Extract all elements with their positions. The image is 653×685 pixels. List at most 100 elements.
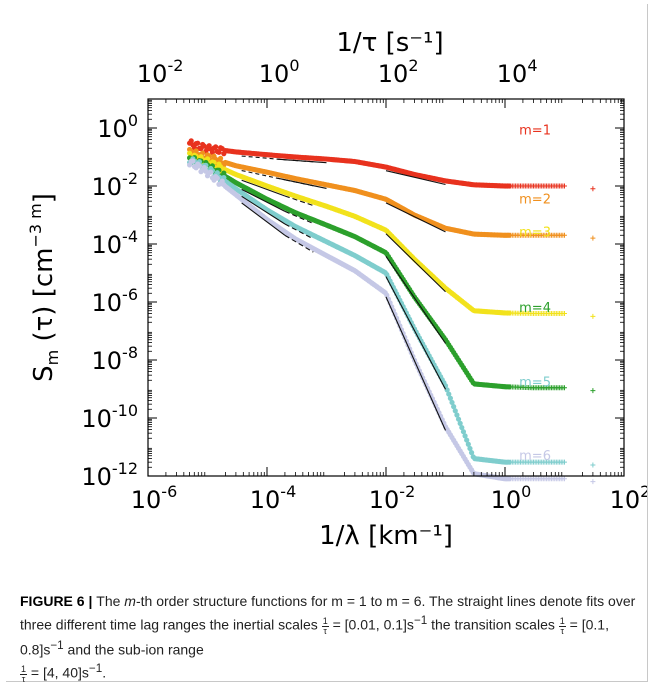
x-tick-label: 10-2	[369, 482, 416, 514]
fit-line	[241, 179, 286, 197]
data-marker	[590, 388, 596, 394]
figure-panel: 10-6 10-4 10-2 100 102 100 10-2 10-4 10-6 10-8 10-…	[6, 4, 648, 685]
data-marker	[590, 479, 596, 485]
fit-line	[284, 223, 314, 240]
data-point	[447, 395, 453, 401]
series-m=4	[186, 155, 596, 394]
y-tick-label: 10-8	[92, 343, 139, 375]
fit-line	[385, 256, 446, 344]
fit-line	[241, 195, 286, 225]
caption-text-2: -th order structure functions for m = 1 …	[20, 593, 636, 633]
y-tick-label: 10-10	[81, 401, 138, 433]
fit-line	[385, 296, 447, 431]
top-tick-label: 10-2	[137, 56, 184, 88]
figure-caption: FIGURE 6 | The m-th order structure func…	[20, 593, 636, 685]
data-point	[188, 138, 194, 144]
data-marker	[590, 235, 596, 241]
data-marker	[590, 462, 596, 468]
data-point	[460, 429, 467, 435]
data-point	[468, 450, 475, 456]
y-tick-label: 10-4	[92, 227, 139, 259]
top-axis-title: 1/τ [s⁻¹]	[336, 28, 443, 58]
x-tick-label: 10-6	[131, 482, 178, 514]
data-point	[217, 155, 224, 161]
data-point	[467, 445, 473, 452]
fit-line	[241, 202, 286, 236]
data-marker	[590, 186, 596, 192]
caption-range-subion: = [4, 40]s	[30, 665, 89, 682]
series-label-m=1: m=1	[519, 123, 551, 138]
fit-line	[277, 158, 327, 164]
series-label-m=5: m=5	[519, 376, 551, 391]
data-point	[216, 149, 222, 155]
data-point	[214, 175, 220, 181]
top-tick-label: 104	[497, 56, 538, 88]
y-axis-title: Sm (τ) [cm−3 m]	[26, 193, 62, 382]
plot-frame	[147, 98, 625, 477]
data-point	[459, 424, 465, 431]
fit-line	[284, 210, 314, 224]
data-point	[444, 387, 450, 393]
data-point	[462, 433, 468, 439]
data-marker	[562, 459, 567, 465]
fit-line	[284, 234, 314, 253]
fit-line	[277, 177, 327, 189]
data-point	[455, 416, 462, 422]
series-m=3	[186, 150, 596, 319]
fit-line	[385, 202, 446, 233]
caption-text-3: the transition scales	[427, 616, 559, 633]
data-point	[446, 391, 452, 397]
data-marker	[590, 313, 596, 319]
fit-line	[385, 170, 446, 186]
data-marker	[562, 232, 567, 238]
data-point	[454, 412, 460, 418]
fit-line	[385, 233, 446, 293]
caption-italic-m: m	[124, 593, 136, 609]
data-point	[196, 163, 202, 169]
caption-text-4: and the sub-ion range	[63, 641, 204, 658]
data-point	[213, 144, 219, 150]
y-tick-label: 100	[97, 111, 138, 143]
data-point	[451, 404, 457, 410]
caption-figure-label: FIGURE 6	[20, 593, 85, 609]
data-point	[195, 140, 201, 146]
y-tick-label: 10-12	[81, 459, 138, 491]
data-marker	[562, 476, 567, 482]
data-point	[449, 399, 455, 406]
caption-range-inertial: = [0.01, 0.1]s	[332, 616, 414, 633]
data-point	[457, 420, 463, 426]
x-tick-label: 100	[491, 482, 532, 514]
series-m=6	[186, 158, 596, 485]
caption-range-transition: = [0.1, 0.8]s	[20, 616, 609, 658]
series-label-m=6: m=6	[519, 449, 551, 464]
data-point	[465, 441, 471, 447]
data-point	[190, 158, 196, 164]
y-tick-label: 10-6	[92, 285, 139, 317]
fit-line	[241, 188, 286, 212]
caption-text-1: The	[96, 593, 125, 609]
top-tick-label: 102	[378, 56, 419, 88]
top-tick-label: 100	[259, 56, 300, 88]
series-label-m=4: m=4	[519, 301, 551, 316]
data-point	[452, 408, 458, 414]
x-tick-label: 10-4	[250, 482, 297, 514]
series-m=1	[186, 138, 596, 192]
x-axis-title: 1/λ [km⁻¹]	[319, 521, 453, 551]
data-marker	[562, 311, 567, 317]
structure-function-chart: 10-6 10-4 10-2 100 102 100 10-2 10-4 10-6 10-8 10-…	[26, 28, 647, 551]
data-point	[208, 169, 214, 175]
series-label-m=3: m=3	[519, 226, 551, 241]
data-point	[186, 150, 193, 156]
series-m=2	[186, 146, 596, 241]
fit-line	[284, 195, 314, 207]
fit-line	[385, 276, 446, 390]
y-tick-label: 10-2	[92, 169, 139, 201]
data-point	[464, 437, 470, 443]
data-marker	[562, 183, 567, 189]
x-tick-label: 102	[610, 482, 647, 514]
caption-separator: |	[84, 593, 97, 609]
data-marker	[562, 385, 567, 391]
